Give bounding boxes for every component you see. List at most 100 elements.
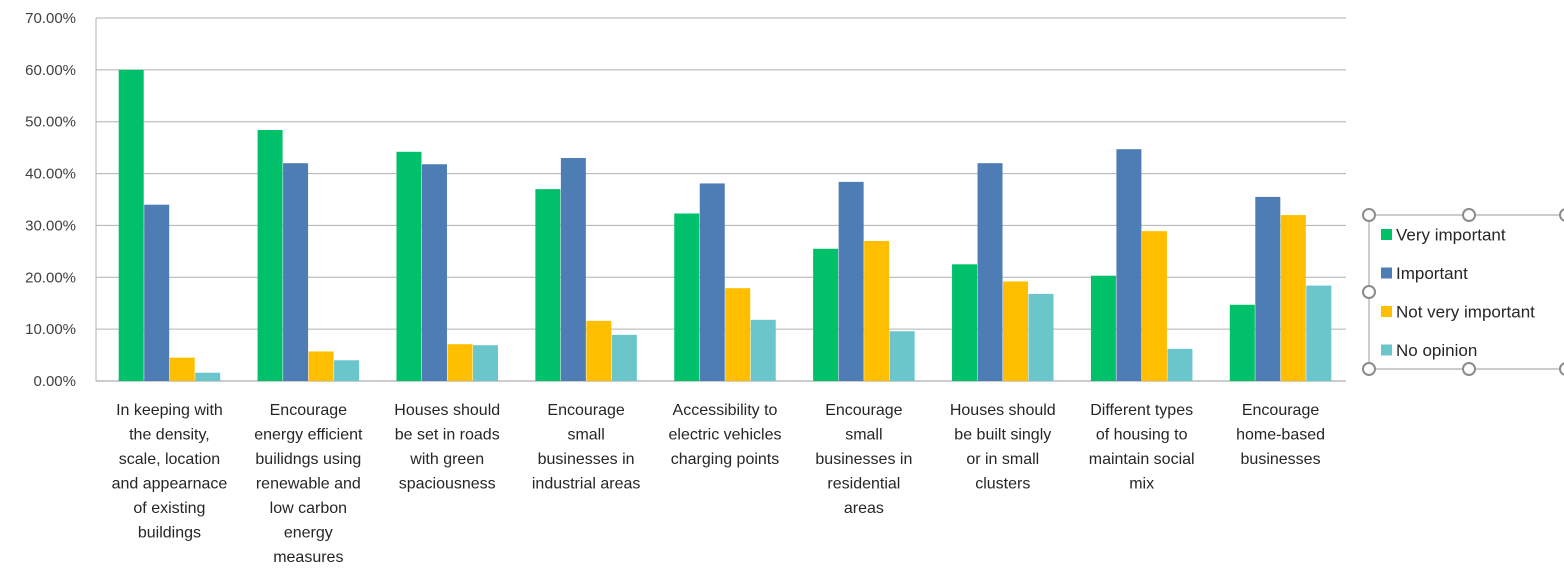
category-label-line: charging points: [671, 451, 780, 468]
category-label: Encourage home-based businesses: [1236, 402, 1325, 468]
category-label-line: with green: [409, 451, 484, 468]
bar-not-very-important: [1003, 281, 1029, 381]
category-label-line: builidngs using: [255, 451, 361, 468]
legend-entry[interactable]: No opinion: [1381, 341, 1477, 360]
bar-not-very-important: [308, 351, 334, 381]
bar-very-important: [257, 130, 283, 381]
category-label-line: Houses should: [394, 402, 500, 419]
bar-not-very-important: [864, 240, 890, 381]
legend-swatch: [1381, 229, 1392, 240]
category-label-line: maintain social: [1089, 451, 1195, 468]
bar-no-opinion: [750, 319, 776, 381]
bar-very-important: [396, 151, 422, 381]
y-tick-label: 30.00%: [25, 217, 76, 234]
category-label-line: businesses in: [815, 451, 912, 468]
bar-very-important: [1229, 304, 1255, 381]
category-label-line: residential: [827, 476, 900, 493]
category-label-line: low carbon: [270, 500, 347, 517]
y-tick-label: 70.00%: [25, 10, 76, 27]
bar-important: [977, 163, 1003, 381]
legend-label: Important: [1396, 264, 1468, 283]
legend-entry[interactable]: Very important: [1381, 226, 1506, 245]
category-label-line: Encourage: [825, 402, 902, 419]
category-label-line: or in small: [966, 451, 1039, 468]
bar-very-important: [535, 189, 561, 381]
bar-not-very-important: [1141, 231, 1167, 381]
legend-entry[interactable]: Important: [1381, 264, 1468, 283]
category-label-line: of existing: [133, 500, 205, 517]
bar-very-important: [674, 213, 700, 381]
legend-resize-handle[interactable]: [1559, 362, 1564, 376]
legend-resize-handle[interactable]: [1559, 208, 1564, 222]
y-tick-label: 0.00%: [33, 373, 76, 390]
category-label-line: of housing to: [1096, 427, 1188, 444]
bar-no-opinion: [889, 331, 915, 381]
category-label: Accessibility to electric vehicles chargin…: [669, 402, 782, 468]
y-tick-label: 20.00%: [25, 269, 76, 286]
bar-important: [1116, 149, 1142, 381]
category-label-line: be set in roads: [395, 427, 500, 444]
bar-very-important: [952, 264, 978, 381]
legend-resize-handle[interactable]: [1462, 362, 1476, 376]
bar-important: [421, 164, 447, 381]
bar-important: [144, 204, 170, 381]
legend-label: No opinion: [1396, 341, 1477, 360]
bars: [118, 69, 1332, 381]
y-tick-label: 10.00%: [25, 321, 76, 338]
legend-entry[interactable]: Not very important: [1381, 303, 1535, 322]
bar-no-opinion: [472, 345, 498, 381]
category-label-line: energy: [284, 525, 333, 542]
bar-not-very-important: [586, 320, 612, 381]
category-label-line: Accessibility to: [673, 402, 778, 419]
category-label: Houses should be set in roads with green sp…: [394, 402, 500, 493]
legend-swatch: [1381, 267, 1392, 279]
bar-very-important: [813, 248, 839, 381]
category-label-line: businesses in: [538, 451, 635, 468]
category-label-line: Different types: [1090, 402, 1193, 419]
y-tick-label: 50.00%: [25, 114, 76, 131]
y-tick-label: 60.00%: [25, 62, 76, 79]
legend-label: Not very important: [1396, 303, 1535, 322]
category-label-line: mix: [1129, 476, 1154, 493]
legend-swatch: [1381, 344, 1392, 356]
category-label-line: Encourage: [547, 402, 624, 419]
y-axis-tick-labels: 0.00% 10.00% 20.00% 30.00% 40.00% 50.00% 60.00…: [25, 10, 76, 390]
legend-resize-handle[interactable]: [1362, 208, 1376, 222]
bar-important: [283, 163, 309, 381]
category-label-line: and appearnace: [112, 476, 228, 493]
category-label-line: energy efficient: [254, 427, 363, 444]
category-label-line: home-based: [1236, 427, 1325, 444]
bar-not-very-important: [1280, 215, 1306, 381]
category-label-line: spaciousness: [399, 476, 496, 493]
category-label: Encourage small businesses in industrial ar…: [532, 402, 641, 493]
category-label-line: small: [567, 427, 604, 444]
y-tick-label: 40.00%: [25, 166, 76, 183]
category-label-line: be built singly: [954, 427, 1051, 444]
category-label-line: industrial areas: [532, 476, 641, 493]
category-label-line: Encourage: [1242, 402, 1319, 419]
bar-very-important: [1090, 275, 1116, 381]
bar-no-opinion: [1167, 348, 1193, 381]
category-label-line: scale, location: [119, 451, 220, 468]
legend-swatch: [1381, 306, 1392, 317]
bar-no-opinion: [611, 334, 637, 381]
bar-important: [560, 158, 586, 381]
category-label-line: Houses should: [950, 402, 1056, 419]
legend-resize-handle[interactable]: [1362, 285, 1376, 299]
category-label-line: renewable and: [256, 476, 361, 493]
category-label-line: small: [845, 427, 882, 444]
legend-resize-handle[interactable]: [1462, 208, 1476, 222]
legend-label: Very important: [1396, 226, 1506, 245]
legend[interactable]: Very important Important Not very importan…: [1362, 208, 1564, 376]
x-axis-category-labels: In keeping with the density, scale, locati…: [112, 402, 1325, 566]
category-label: Different types of housing to maintain soc…: [1089, 402, 1195, 493]
bar-important: [838, 181, 864, 381]
legend-resize-handle[interactable]: [1362, 362, 1376, 376]
bar-no-opinion: [1028, 293, 1054, 381]
bar-no-opinion: [195, 372, 221, 381]
bar-not-very-important: [725, 288, 751, 381]
category-label: In keeping with the density, scale, locati…: [112, 402, 228, 542]
category-label-line: Encourage: [270, 402, 347, 419]
category-label-line: the density,: [129, 427, 210, 444]
